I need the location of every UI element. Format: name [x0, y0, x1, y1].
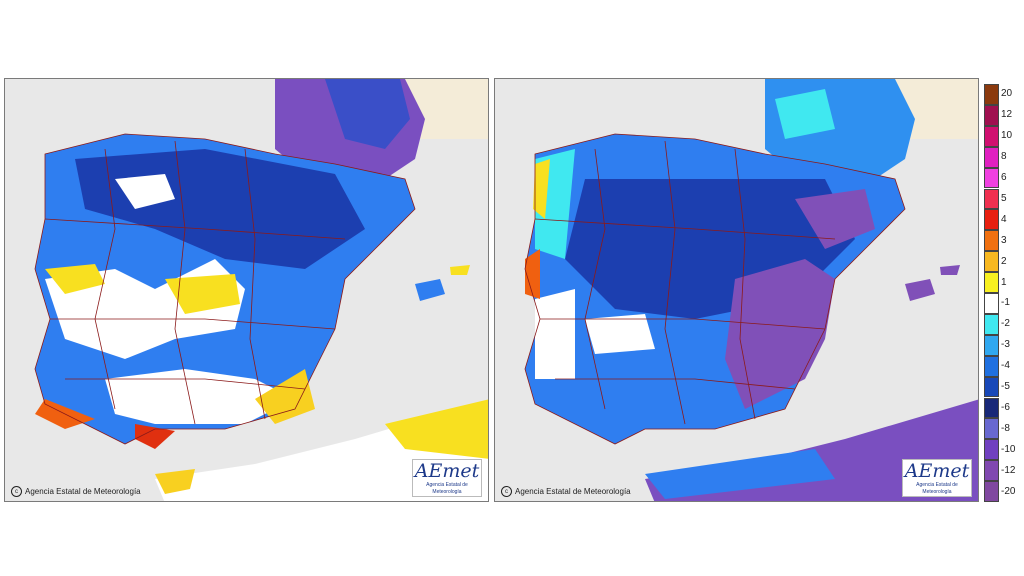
legend-swatch [984, 376, 999, 398]
legend-label: 12 [1001, 109, 1013, 121]
legend-swatch [984, 125, 999, 147]
legend-swatch [984, 460, 999, 482]
legend-label: -8 [1001, 422, 1010, 434]
legend-label: 6 [1001, 172, 1007, 184]
legend-label: 4 [1001, 213, 1007, 225]
legend-swatch [984, 439, 999, 461]
aemet-logo-left: AEmet Agencia Estatal de Meteorología [412, 459, 482, 497]
color-legend: 20 12 10 8 6 5 4 3 2 1 -1 -2 -3 -4 -5 -6 -8 -10 -12 -20 [984, 84, 1020, 502]
legend-swatch [984, 251, 999, 273]
legend-label: 20 [1001, 88, 1013, 100]
legend-swatch [984, 481, 999, 502]
legend-swatch [984, 84, 999, 105]
legend-swatch [984, 334, 999, 356]
logo-sub: Agencia Estatal de Meteorología [426, 482, 468, 495]
legend-label: 5 [1001, 192, 1007, 204]
copyright-icon: c [501, 486, 512, 497]
credit-right: c Agencia Estatal de Meteorología [501, 486, 631, 497]
legend-swatch [984, 146, 999, 168]
legend-swatch [984, 397, 999, 419]
credit-text: Agencia Estatal de Meteorología [25, 487, 141, 496]
legend-label: -3 [1001, 339, 1010, 351]
legend-label: 10 [1001, 130, 1013, 142]
legend-label: -5 [1001, 381, 1010, 393]
aemet-logo-right: AEmet Agencia Estatal de Meteorología [902, 459, 972, 497]
legend-label: -6 [1001, 401, 1010, 413]
credit-text: Agencia Estatal de Meteorología [515, 487, 631, 496]
legend-swatch [984, 230, 999, 252]
legend-label: 2 [1001, 255, 1007, 267]
legend-swatch [984, 104, 999, 126]
legend-label: -10 [1001, 443, 1016, 455]
copyright-icon: c [11, 486, 22, 497]
legend-label: 1 [1001, 276, 1007, 288]
legend-label: -12 [1001, 464, 1016, 476]
logo-sub: Agencia Estatal de Meteorología [916, 482, 958, 495]
legend-swatch [984, 313, 999, 335]
logo-text: AEmet [414, 460, 480, 482]
legend-label: -4 [1001, 360, 1010, 372]
legend-swatch [984, 418, 999, 440]
logo-text: AEmet [904, 460, 970, 482]
map-panel-right: c Agencia Estatal de Meteorología AEmet … [494, 78, 979, 502]
legend-swatch [984, 209, 999, 231]
legend-swatch [984, 188, 999, 210]
anomaly-map-right [495, 79, 978, 501]
credit-left: c Agencia Estatal de Meteorología [11, 486, 141, 497]
region-borders [524, 133, 906, 445]
legend-label: -20 [1001, 485, 1016, 497]
legend-label: 8 [1001, 151, 1007, 163]
anomaly-map-left [5, 79, 488, 501]
legend-swatch [984, 355, 999, 377]
legend-swatch [984, 293, 999, 314]
legend-swatch [984, 272, 999, 293]
map-panel-left: c Agencia Estatal de Meteorología AEmet … [4, 78, 489, 502]
legend-label: -1 [1001, 297, 1010, 309]
legend-swatch [984, 167, 999, 189]
region-borders [34, 133, 416, 445]
legend-label: -2 [1001, 318, 1010, 330]
legend-label: 3 [1001, 234, 1007, 246]
